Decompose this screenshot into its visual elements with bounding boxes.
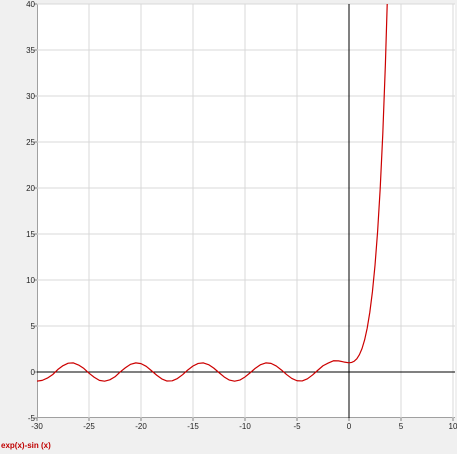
series-line <box>37 0 387 381</box>
y-tick-label: -5 <box>28 414 36 423</box>
y-tick-label: 15 <box>26 230 35 239</box>
x-tick-label: -30 <box>31 422 43 431</box>
x-tick-label: -25 <box>83 422 95 431</box>
y-tick-label: 30 <box>26 92 35 101</box>
y-tick-label: 25 <box>26 138 35 147</box>
y-tick-label: 40 <box>26 0 35 9</box>
x-tick-label: 10 <box>449 422 457 431</box>
x-tick-label: -15 <box>187 422 199 431</box>
series-label: exp(x)-sin (x) <box>1 441 51 450</box>
x-tick-label: 0 <box>347 422 352 431</box>
x-tick-label: -20 <box>135 422 147 431</box>
y-tick-label: 10 <box>26 276 35 285</box>
x-tick-label: 5 <box>399 422 404 431</box>
y-tick-label: 0 <box>31 368 36 377</box>
y-tick-label: 20 <box>26 184 35 193</box>
x-tick-label: -10 <box>239 422 251 431</box>
x-tick-label: -5 <box>293 422 301 431</box>
y-tick-label: 35 <box>26 46 35 55</box>
y-tick-label: 5 <box>31 322 36 331</box>
